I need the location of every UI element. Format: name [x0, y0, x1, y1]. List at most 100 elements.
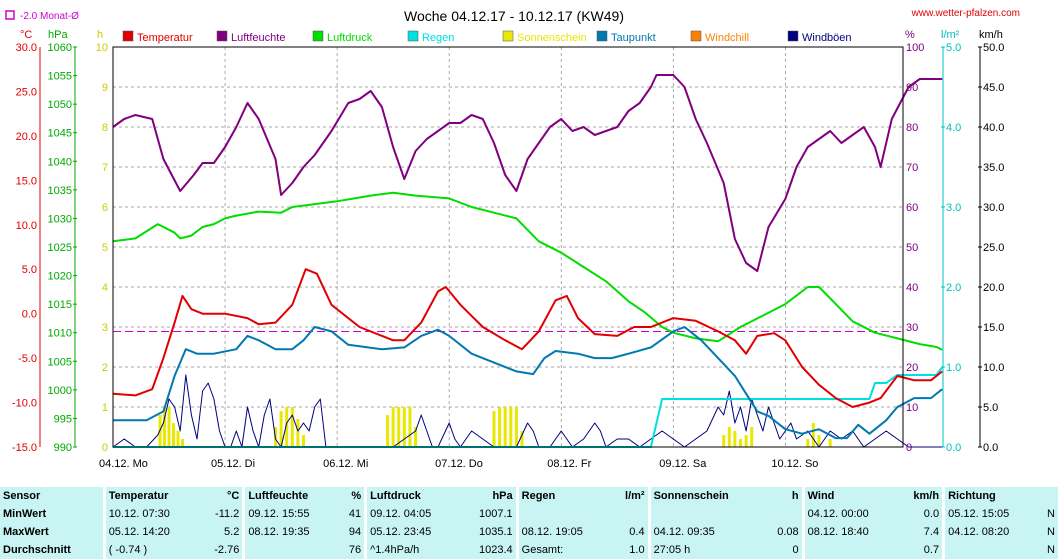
y-tick-label: 1030: [48, 213, 72, 225]
table-separator: [242, 541, 246, 559]
table-cell: 5.2: [199, 523, 243, 541]
table-separator: [942, 541, 946, 559]
table-separator: [242, 487, 246, 505]
sunshine-bar: [733, 431, 737, 447]
y-tick-label: 50: [906, 242, 918, 254]
y-tick-label: 1045: [48, 128, 72, 140]
table-cell: 94: [338, 523, 365, 541]
table-cell: 08.12. 19:05: [518, 523, 613, 541]
table-separator: [102, 523, 106, 541]
sunshine-bar: [391, 407, 395, 447]
series-line-regen: [113, 366, 944, 448]
table-cell: ^1.4hPa/h: [367, 541, 461, 559]
sunshine-bar: [172, 423, 176, 447]
table-separator: [364, 541, 368, 559]
x-tick-label: 07.12. Do: [435, 458, 483, 470]
sunshine-bar: [285, 407, 289, 447]
y-tick-label: -10.0: [12, 398, 37, 410]
table-cell: 04.12. 08:20: [945, 523, 1039, 541]
legend-swatch: [312, 30, 324, 42]
plot-frame: [112, 46, 904, 448]
table-cell: Durchschnitt: [0, 541, 103, 559]
table-cell: h: [763, 487, 802, 505]
table-cell: 09.12. 04:05: [367, 505, 461, 523]
y-tick-label: 1035: [48, 185, 72, 197]
table-separator: [942, 505, 946, 523]
table-separator: [647, 505, 651, 523]
y-tick-label: 3: [102, 322, 108, 334]
y-tick-label: 100: [906, 42, 924, 54]
sunshine-bar: [408, 407, 412, 447]
table-cell: %: [338, 487, 365, 505]
table-cell: 1.0: [612, 541, 648, 559]
table-cell: Sensor: [0, 487, 103, 505]
y-tick-label: 2: [102, 362, 108, 374]
legend-label: Luftdruck: [327, 32, 373, 44]
y-tick-label: 5.0: [983, 402, 998, 414]
unit-temp: °C: [20, 29, 32, 41]
table-cell: N: [1038, 541, 1058, 559]
website-link[interactable]: www.wetter-pfalzen.com: [911, 8, 1020, 19]
table-cell: Wind: [804, 487, 899, 505]
table-cell: N: [1038, 523, 1058, 541]
table-separator: [364, 523, 368, 541]
sunshine-bar: [163, 407, 167, 447]
table-separator: [102, 505, 106, 523]
legend-label: Windchill: [705, 32, 749, 44]
sunshine-bar: [739, 439, 743, 447]
legend-swatch: [122, 30, 134, 42]
table-cell: 0.0: [898, 505, 943, 523]
y-tick-label: 10.0: [983, 362, 1004, 374]
y-tick-label: 20.0: [16, 131, 37, 143]
table-cell: 04.12. 00:00: [804, 505, 899, 523]
x-tick-label: 05.12. Di: [211, 458, 255, 470]
unit-wind: km/h: [979, 29, 1003, 41]
legend-label: Luftfeuchte: [231, 32, 285, 44]
sunshine-bar: [828, 439, 832, 447]
table-cell: -2.76: [199, 541, 243, 559]
table-separator: [647, 541, 651, 559]
table-separator: [647, 487, 651, 505]
y-tick-label: 1020: [48, 271, 72, 283]
sunshine-bar: [520, 431, 524, 447]
x-tick-label: 09.12. Sa: [659, 458, 707, 470]
y-tick-label: -5.0: [18, 353, 37, 365]
table-cell: [612, 505, 648, 523]
y-tick-label: 3.0: [946, 202, 961, 214]
y-tick-label: 0: [906, 442, 912, 454]
series-line-taupunkt: [113, 326, 943, 440]
table-cell: 27:05 h: [650, 541, 764, 559]
table-cell: [1038, 487, 1058, 505]
table-separator: [364, 505, 368, 523]
sunshine-bar: [514, 407, 518, 447]
y-tick-label: 1005: [48, 356, 72, 368]
table-cell: 08.12. 19:35: [245, 523, 339, 541]
table-cell: Regen: [518, 487, 613, 505]
table-cell: 0: [763, 541, 802, 559]
y-tick-label: 1.0: [946, 362, 961, 374]
table-cell: Sonnenschein: [650, 487, 764, 505]
y-tick-label: 0.0: [946, 442, 961, 454]
y-tick-label: 1040: [48, 156, 72, 168]
table-cell: MinWert: [0, 505, 103, 523]
legend-swatch: [690, 30, 702, 42]
y-tick-label: 20.0: [983, 282, 1004, 294]
table-cell: Luftdruck: [367, 487, 461, 505]
x-tick-label: 04.12. Mo: [99, 458, 148, 470]
legend-swatch: [502, 30, 514, 42]
table-separator: [242, 505, 246, 523]
table-cell: 09.12. 15:55: [245, 505, 339, 523]
legend-label: Sonnenschein: [517, 32, 587, 44]
y-tick-label: 45.0: [983, 82, 1004, 94]
legend-swatch: [216, 30, 228, 42]
table-separator: [942, 487, 946, 505]
table-cell: 0.08: [763, 523, 802, 541]
table-cell: °C: [199, 487, 243, 505]
y-tick-label: 80: [906, 122, 918, 134]
table-cell: 08.12. 18:40: [804, 523, 899, 541]
sunshine-bar: [279, 411, 283, 447]
sunshine-bar: [180, 439, 184, 447]
y-tick-label: 5: [102, 242, 108, 254]
table-cell: 1035.1: [460, 523, 516, 541]
table-separator: [102, 541, 106, 559]
